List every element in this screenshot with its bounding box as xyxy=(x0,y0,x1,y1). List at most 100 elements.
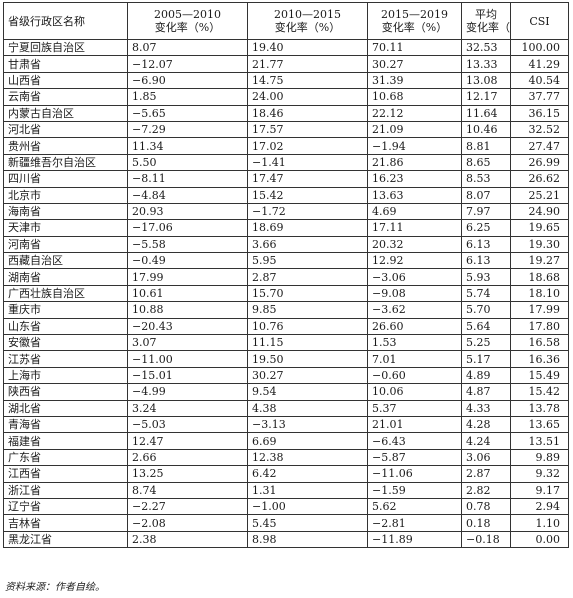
cell-change-2015-2019: 17.11 xyxy=(367,219,462,237)
cell-change-2010-2015: 18.69 xyxy=(247,219,368,237)
cell-change-2005-2010: −20.43 xyxy=(127,317,248,336)
cell-average-change: 3.06 xyxy=(461,448,511,467)
cell-change-2010-2015: 15.70 xyxy=(247,284,368,303)
table-row: 山西省 −6.90 14.75 31.39 13.08 40.54 xyxy=(3,71,569,90)
cell-change-2015-2019: 13.63 xyxy=(367,186,462,204)
table-row: 辽宁省 −2.27 −1.00 5.62 0.78 2.94 xyxy=(3,497,569,516)
cell-change-2005-2010: 3.07 xyxy=(127,334,248,352)
cell-change-2010-2015: 21.77 xyxy=(247,55,368,73)
cell-region: 江苏省 xyxy=(3,350,128,368)
cell-region: 山东省 xyxy=(3,317,128,336)
source-note: 资料来源：作者自绘。 xyxy=(5,582,105,593)
table-row: 新疆维吾尔自治区 5.50 −1.41 21.86 8.65 26.99 xyxy=(3,153,569,172)
cell-csi: 24.90 xyxy=(510,202,569,221)
cell-csi: 18.68 xyxy=(510,268,569,286)
cell-csi: 9.89 xyxy=(510,448,569,467)
cell-region: 宁夏回族自治区 xyxy=(3,38,128,57)
cell-region: 上海市 xyxy=(3,366,128,385)
cell-region: 广西壮族自治区 xyxy=(3,284,128,303)
cell-change-2015-2019: −6.43 xyxy=(367,432,462,450)
cell-change-2010-2015: 9.54 xyxy=(247,383,368,401)
table-row: 北京市 −4.84 15.42 13.63 8.07 25.21 xyxy=(3,186,569,204)
cell-region: 吉林省 xyxy=(3,514,128,532)
cell-average-change: 2.82 xyxy=(461,481,511,499)
cell-csi: 41.29 xyxy=(510,55,569,73)
cell-change-2010-2015: 5.95 xyxy=(247,252,368,270)
cell-region: 陕西省 xyxy=(3,383,128,401)
cell-region: 西藏自治区 xyxy=(3,252,128,270)
cell-average-change: 4.28 xyxy=(461,415,511,434)
cell-change-2010-2015: 4.38 xyxy=(247,399,368,417)
cell-average-change: 5.93 xyxy=(461,268,511,286)
cell-change-2015-2019: −3.06 xyxy=(367,268,462,286)
cell-change-2015-2019: 5.62 xyxy=(367,497,462,516)
cell-csi: 0.00 xyxy=(510,530,569,549)
cell-change-2010-2015: −1.41 xyxy=(247,153,368,172)
cell-change-2015-2019: 21.86 xyxy=(367,153,462,172)
cell-csi: 1.10 xyxy=(510,514,569,532)
cell-change-2015-2019: 30.27 xyxy=(367,55,462,73)
cell-change-2010-2015: 19.50 xyxy=(247,350,368,368)
cell-csi: 9.17 xyxy=(510,481,569,499)
cell-change-2010-2015: 8.98 xyxy=(247,530,368,549)
table-row: 宁夏回族自治区 8.07 19.40 70.11 32.53 100.00 xyxy=(3,38,569,57)
cell-average-change: 6.25 xyxy=(461,219,511,237)
cell-csi: 27.47 xyxy=(510,137,569,155)
cell-csi: 19.65 xyxy=(510,219,569,237)
table-row: 云南省 1.85 24.00 10.68 12.17 37.77 xyxy=(3,88,569,106)
cell-change-2005-2010: −5.03 xyxy=(127,415,248,434)
cell-change-2010-2015: 12.38 xyxy=(247,448,368,467)
cell-change-2015-2019: 21.09 xyxy=(367,120,462,139)
table-row: 浙江省 8.74 1.31 −1.59 2.82 9.17 xyxy=(3,481,569,499)
header-csi-label: CSI xyxy=(529,14,550,28)
header-period-2005-2010-years: 2005—2010 xyxy=(154,8,221,21)
cell-average-change: 7.97 xyxy=(461,202,511,221)
cell-change-2015-2019: −0.60 xyxy=(367,366,462,385)
table-row: 贵州省 11.34 17.02 −1.94 8.81 27.47 xyxy=(3,137,569,155)
cell-change-2015-2019: −11.89 xyxy=(367,530,462,549)
cell-region: 湖北省 xyxy=(3,399,128,417)
cell-csi: 13.78 xyxy=(510,399,569,417)
header-average-title: 平均 xyxy=(475,8,497,21)
table-row: 广西壮族自治区 10.61 15.70 −9.08 5.74 18.10 xyxy=(3,284,569,303)
cell-change-2010-2015: 6.69 xyxy=(247,432,368,450)
header-period-2015-2019-unit: 变化率（%） xyxy=(381,21,448,34)
cell-average-change: 6.13 xyxy=(461,235,511,254)
cell-region: 福建省 xyxy=(3,432,128,450)
cell-csi: 15.49 xyxy=(510,366,569,385)
cell-average-change: 5.74 xyxy=(461,284,511,303)
cell-csi: 26.99 xyxy=(510,153,569,172)
cell-average-change: 4.87 xyxy=(461,383,511,401)
cell-average-change: 13.08 xyxy=(461,71,511,90)
csi-table: 省级行政区名称 2005—2010 变化率（%） 2010—2015 变化率（%… xyxy=(3,2,569,549)
cell-region: 河北省 xyxy=(3,120,128,139)
table-row: 内蒙古自治区 −5.65 18.46 22.12 11.64 36.15 xyxy=(3,104,569,122)
table-row: 吉林省 −2.08 5.45 −2.81 0.18 1.10 xyxy=(3,514,569,532)
cell-change-2005-2010: −5.65 xyxy=(127,104,248,122)
cell-change-2010-2015: 1.31 xyxy=(247,481,368,499)
cell-change-2015-2019: −11.06 xyxy=(367,465,462,483)
cell-average-change: 5.70 xyxy=(461,301,511,319)
cell-average-change: 8.53 xyxy=(461,170,511,188)
cell-change-2005-2010: −5.58 xyxy=(127,235,248,254)
cell-change-2005-2010: −4.99 xyxy=(127,383,248,401)
cell-region: 河南省 xyxy=(3,235,128,254)
cell-region: 四川省 xyxy=(3,170,128,188)
cell-region: 内蒙古自治区 xyxy=(3,104,128,122)
cell-average-change: 5.64 xyxy=(461,317,511,336)
cell-change-2005-2010: 2.66 xyxy=(127,448,248,467)
cell-region: 湖南省 xyxy=(3,268,128,286)
cell-csi: 19.27 xyxy=(510,252,569,270)
cell-region: 海南省 xyxy=(3,202,128,221)
header-period-2015-2019: 2015—2019 变化率（%） xyxy=(367,2,462,40)
cell-average-change: 13.33 xyxy=(461,55,511,73)
table-row: 西藏自治区 −0.49 5.95 12.92 6.13 19.27 xyxy=(3,252,569,270)
cell-change-2015-2019: 21.01 xyxy=(367,415,462,434)
cell-change-2015-2019: 1.53 xyxy=(367,334,462,352)
cell-csi: 100.00 xyxy=(510,38,569,57)
cell-change-2005-2010: 2.38 xyxy=(127,530,248,549)
cell-region: 辽宁省 xyxy=(3,497,128,516)
cell-change-2010-2015: 2.87 xyxy=(247,268,368,286)
cell-average-change: 0.78 xyxy=(461,497,511,516)
cell-region: 新疆维吾尔自治区 xyxy=(3,153,128,172)
